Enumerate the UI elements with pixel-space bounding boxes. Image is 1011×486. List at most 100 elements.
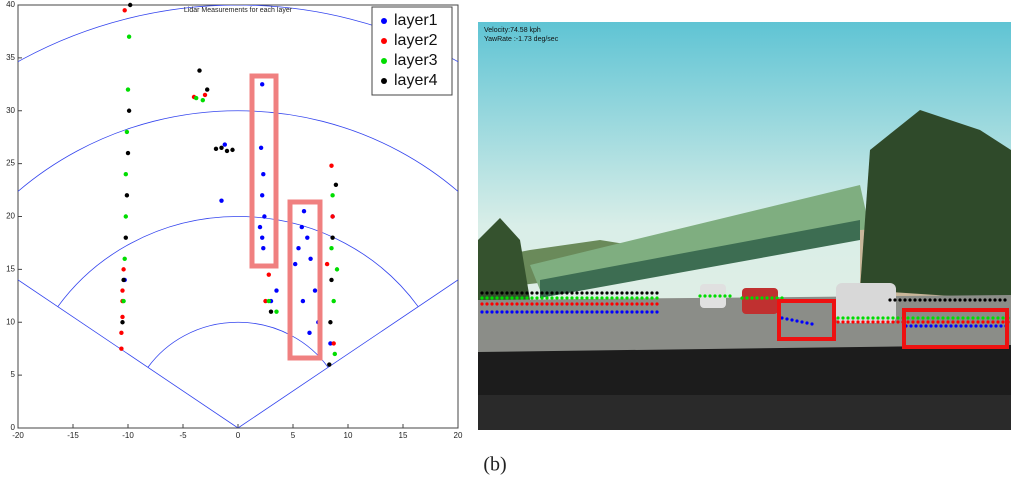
camera-dot <box>515 291 519 295</box>
camera-dot <box>655 310 659 314</box>
camera-dot <box>805 321 809 325</box>
camera-dot <box>485 296 489 300</box>
camera-dot <box>585 296 589 300</box>
camera-dot <box>983 298 987 302</box>
point <box>331 298 336 304</box>
camera-dot <box>495 296 499 300</box>
camera-dot <box>1001 316 1005 320</box>
camera-dot <box>485 302 489 306</box>
camera-dot <box>495 291 499 295</box>
camera-dot <box>979 324 983 328</box>
camera-dot <box>625 310 629 314</box>
camera-dot <box>640 310 644 314</box>
y-tick-label: 0 <box>11 423 16 432</box>
camera-dot <box>909 324 913 328</box>
camera-dot <box>545 302 549 306</box>
camera-dot <box>954 324 958 328</box>
camera-dot <box>914 324 918 328</box>
point <box>200 97 205 103</box>
y-tick-label: 20 <box>6 212 15 221</box>
camera-dot <box>971 320 975 324</box>
point <box>268 309 274 314</box>
camera-dot <box>951 320 955 324</box>
camera-dot <box>510 291 514 295</box>
camera-dot <box>891 320 895 324</box>
camera-dot <box>964 324 968 328</box>
camera-dot <box>590 291 594 295</box>
camera-dot <box>650 291 654 295</box>
camera-dot <box>981 320 985 324</box>
camera-dot <box>876 320 880 324</box>
camera-dot <box>923 298 927 302</box>
point <box>222 142 227 147</box>
camera-dot <box>888 298 892 302</box>
camera-dot <box>600 310 604 314</box>
camera-dot <box>780 296 784 300</box>
camera-dot <box>535 291 539 295</box>
camera-dot <box>620 310 624 314</box>
camera-dot <box>485 291 489 295</box>
camera-dot <box>966 316 970 320</box>
legend: layer1 layer2 layer3 layer4 <box>371 6 453 96</box>
point <box>205 87 210 92</box>
camera-dot <box>755 296 759 300</box>
camera-dot <box>535 296 539 300</box>
camera-dot <box>495 302 499 306</box>
point <box>119 330 124 336</box>
range-arc <box>57 216 419 307</box>
point <box>266 298 271 304</box>
point <box>261 246 266 251</box>
range-arc <box>18 110 458 193</box>
y-tick-label: 35 <box>6 53 15 62</box>
point <box>312 288 318 293</box>
camera-dot <box>846 316 850 320</box>
camera-dot <box>505 291 509 295</box>
point <box>124 193 130 198</box>
point <box>274 309 279 314</box>
plot-marks: -20 -15 -10 -5 0 5 10 15 20 0 5 10 15 20 25 30 35 40 <box>6 0 463 440</box>
camera-dot <box>535 302 539 306</box>
camera-dot <box>480 291 484 295</box>
camera-dot <box>615 302 619 306</box>
camera-dot <box>635 302 639 306</box>
yawrate-text: YawRate :-1.73 deg/sec <box>484 36 559 43</box>
point <box>330 214 335 219</box>
camera-dot <box>490 291 494 295</box>
caption: (b) <box>483 454 506 476</box>
camera-dot <box>765 296 769 300</box>
camera-dot <box>723 294 727 298</box>
camera-dot <box>600 302 604 306</box>
camera-dot <box>963 298 967 302</box>
point <box>121 267 126 272</box>
y-tick-label: 5 <box>11 370 16 379</box>
camera-dot <box>836 316 840 320</box>
camera-dot <box>600 291 604 295</box>
camera-dot <box>630 296 634 300</box>
camera-dot <box>540 302 544 306</box>
point <box>296 246 301 251</box>
camera-dot <box>485 310 489 314</box>
point <box>219 145 224 150</box>
camera-dot <box>575 310 579 314</box>
point <box>334 267 340 272</box>
camera-dot <box>570 310 574 314</box>
camera-dot <box>946 320 950 324</box>
legend-marker <box>381 78 387 84</box>
camera-dot <box>600 296 604 300</box>
camera-dot <box>836 320 840 324</box>
camera-dot <box>966 320 970 324</box>
camera-dot <box>876 316 880 320</box>
camera-dot <box>640 302 644 306</box>
camera-dot <box>500 296 504 300</box>
camera-dot <box>941 316 945 320</box>
point <box>305 235 310 240</box>
camera-dot <box>929 324 933 328</box>
camera-dot <box>953 298 957 302</box>
camera-dot <box>971 316 975 320</box>
dashboard <box>478 395 1011 430</box>
camera-dot <box>938 298 942 302</box>
camera-dot <box>505 296 509 300</box>
camera-dot <box>530 296 534 300</box>
point <box>300 298 306 304</box>
camera-dot <box>590 302 594 306</box>
